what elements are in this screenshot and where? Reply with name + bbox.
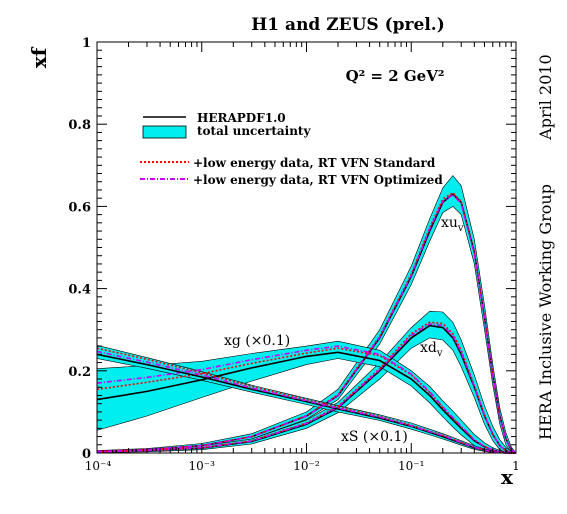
legend-label: total uncertainty (197, 124, 311, 138)
legend-swatch-band (142, 125, 187, 139)
curve-label: xS (×0.1) (341, 429, 408, 445)
legend-label: HERAPDF1.0 (197, 111, 286, 125)
y-tick-label: 1 (82, 36, 91, 51)
y-tick-label: 0.2 (68, 365, 91, 380)
x-tick-label: 10⁻² (293, 459, 320, 473)
x-tick-label: 10⁻⁴ (85, 459, 112, 473)
curve-label: xdv (420, 340, 443, 359)
legend-label: +low energy data, RT VFN Standard (193, 156, 436, 170)
y-axis-label: xf (27, 46, 51, 68)
side-label-date: April 2010 (536, 54, 555, 140)
xg-0-1-standard-line (96, 347, 516, 454)
x-tick-label: 10⁻³ (189, 459, 216, 473)
x-tick-label: 10⁻¹ (398, 459, 424, 473)
y-tick-label: 0.6 (68, 200, 91, 215)
x-axis-label: x (501, 465, 514, 489)
chart-header: H1 and ZEUS (prel.) (251, 15, 445, 35)
y-tick-label: 0 (82, 447, 91, 462)
curve-label-subscript: v (436, 348, 443, 359)
q2-label: Q² = 2 GeV² (346, 67, 445, 85)
curve-label-subscript: v (457, 223, 464, 234)
xd-central-line (96, 324, 517, 454)
axis-ticks: 10⁻⁴ 10⁻³ 10⁻² 10⁻¹ 1 0 0.2 0.4 0.6 0.8 1 (68, 36, 519, 473)
legend-label: +low energy data, RT VFN Optimized (193, 173, 443, 187)
y-tick-label: 0.4 (68, 283, 91, 298)
curve-labels: xuv xdv xg (×0.1) xS (×0.1) (224, 215, 464, 445)
x-tick-label: 1 (512, 459, 520, 473)
curve-label: xuv (441, 215, 464, 234)
side-label-group: HERA Inclusive Working Group (536, 184, 555, 440)
curve-label: xg (×0.1) (224, 333, 290, 349)
xg-0-1-uncertainty-band (96, 340, 516, 454)
y-tick-label: 0.8 (68, 118, 91, 133)
xu-optimized-line (96, 193, 517, 454)
